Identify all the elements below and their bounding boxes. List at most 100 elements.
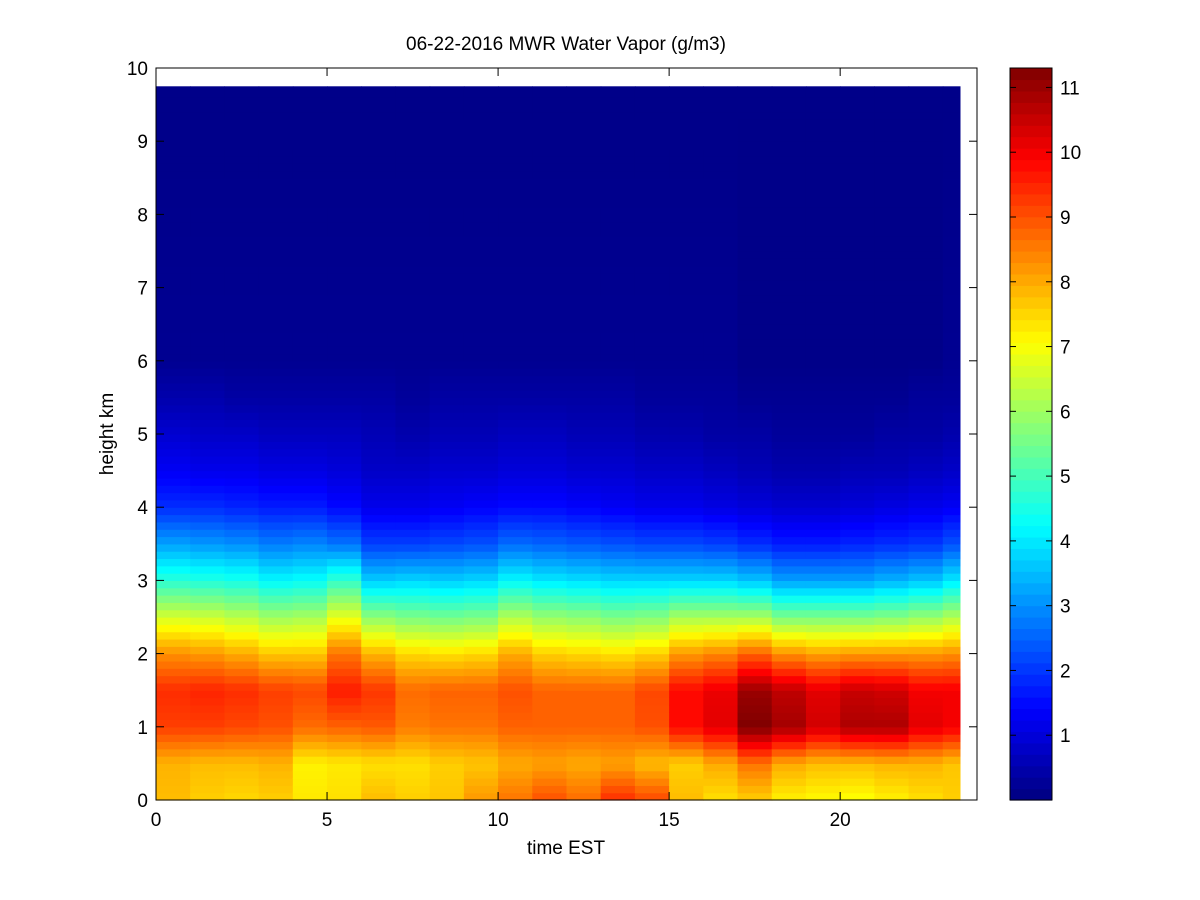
heatmap-cell	[292, 229, 328, 237]
heatmap-cell	[874, 207, 910, 215]
x-tick-label: 15	[659, 810, 680, 831]
heatmap-cell	[395, 229, 431, 237]
heatmap-cell	[190, 331, 226, 340]
heatmap-cell	[566, 455, 602, 464]
heatmap-cell	[634, 770, 670, 779]
heatmap-cell	[703, 199, 739, 208]
heatmap-cell	[327, 558, 362, 567]
heatmap-cell	[327, 704, 362, 713]
heatmap-cell	[327, 756, 362, 764]
heatmap-cell	[224, 638, 260, 647]
heatmap-cell	[224, 675, 260, 684]
heatmap-cell	[805, 89, 841, 98]
y-tick-label: 5	[137, 425, 148, 446]
heatmap-cell	[327, 324, 362, 333]
heatmap-cell	[292, 170, 328, 179]
heatmap-cell	[395, 346, 431, 355]
heatmap-cell	[874, 360, 910, 369]
heatmap-cell	[292, 660, 328, 669]
heatmap-cell	[840, 177, 875, 186]
heatmap-cell	[566, 507, 602, 516]
heatmap-cell	[258, 309, 294, 318]
heatmap-cell	[805, 499, 841, 508]
heatmap-cell	[292, 287, 328, 296]
heatmap-cell	[703, 580, 739, 589]
heatmap-cell	[292, 207, 328, 215]
heatmap-cell	[361, 492, 397, 501]
heatmap-cell	[600, 155, 636, 164]
heatmap-cell	[190, 192, 226, 201]
heatmap-cell	[292, 353, 328, 362]
heatmap-cell	[327, 770, 362, 779]
heatmap-cell	[327, 441, 362, 450]
heatmap-cell	[771, 199, 807, 208]
heatmap-cell	[634, 609, 670, 618]
heatmap-cell	[634, 646, 670, 655]
heatmap-cell	[224, 397, 260, 406]
heatmap-cell	[703, 734, 739, 743]
heatmap-cell	[874, 595, 910, 603]
heatmap-cell	[737, 587, 773, 596]
heatmap-cell	[840, 690, 875, 699]
heatmap-cell	[703, 390, 739, 398]
heatmap-cell	[292, 309, 328, 318]
heatmap-cell	[190, 419, 226, 428]
heatmap-cell	[498, 419, 533, 428]
heatmap-cell	[634, 243, 670, 252]
heatmap-cell	[600, 214, 636, 223]
heatmap-cell	[292, 294, 328, 303]
heatmap-cell	[600, 455, 636, 464]
heatmap-cell	[771, 704, 807, 713]
heatmap-cell	[292, 331, 328, 340]
heatmap-cell	[566, 470, 602, 479]
heatmap-cell	[532, 719, 568, 728]
heatmap-cell	[908, 719, 944, 728]
heatmap-cell	[361, 756, 397, 764]
heatmap-cell	[737, 104, 773, 113]
heatmap-cell	[327, 617, 362, 625]
heatmap-cell	[942, 214, 961, 223]
heatmap-cell	[874, 426, 910, 435]
heatmap-cell	[703, 587, 739, 596]
heatmap-cell	[361, 617, 397, 625]
heatmap-cell	[156, 141, 191, 150]
heatmap-cell	[874, 514, 910, 523]
heatmap-cell	[600, 741, 636, 750]
heatmap-cell	[361, 192, 397, 201]
heatmap-cell	[190, 346, 226, 355]
heatmap-cell	[498, 463, 533, 472]
heatmap-cell	[258, 397, 294, 406]
heatmap-cell	[771, 294, 807, 303]
heatmap-cell	[361, 258, 397, 267]
heatmap-cell	[156, 741, 191, 750]
heatmap-cell	[498, 111, 533, 120]
heatmap-cell	[532, 353, 568, 362]
heatmap-cell	[634, 536, 670, 545]
heatmap-cell	[840, 294, 875, 303]
heatmap-cell	[429, 280, 465, 289]
heatmap-cell	[498, 675, 533, 684]
heatmap-cell	[669, 89, 704, 98]
heatmap-cell	[805, 119, 841, 128]
heatmap-cell	[874, 631, 910, 640]
heatmap-cell	[805, 521, 841, 530]
heatmap-cell	[361, 463, 397, 472]
heatmap-cell	[600, 221, 636, 230]
heatmap-cell	[805, 302, 841, 311]
heatmap-cell	[942, 638, 961, 647]
heatmap-cell	[429, 294, 465, 303]
heatmap-cell	[395, 287, 431, 296]
heatmap-cell	[361, 477, 397, 486]
heatmap-cell	[156, 192, 191, 201]
heatmap-cell	[874, 316, 910, 325]
heatmap-cell	[600, 631, 636, 640]
heatmap-cell	[840, 346, 875, 355]
heatmap-cell	[600, 419, 636, 428]
colorbar-swatch	[1010, 388, 1052, 401]
heatmap-cell	[566, 792, 602, 801]
heatmap-cell	[840, 741, 875, 750]
heatmap-cell	[463, 272, 499, 281]
heatmap-cell	[942, 624, 961, 633]
heatmap-cell	[258, 214, 294, 223]
heatmap-cell	[190, 375, 226, 384]
